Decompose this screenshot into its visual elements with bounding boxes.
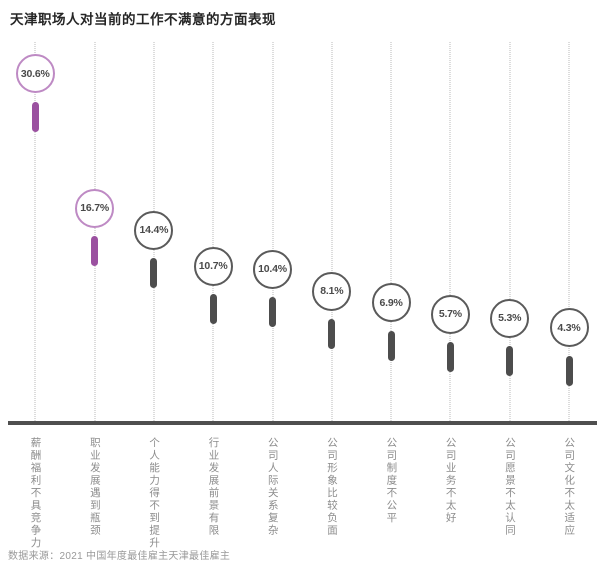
value-circle: 30.6% — [15, 54, 55, 94]
value-label: 4.3% — [557, 321, 581, 334]
value-circle: 5.3% — [490, 298, 530, 338]
category-label: 公司文化不太适应 — [563, 437, 576, 537]
chart-title: 天津职场人对当前的工作不满意的方面表现 — [10, 12, 276, 27]
value-bar — [387, 330, 395, 361]
value-label: 10.7% — [198, 260, 228, 273]
value-label: 16.7% — [80, 202, 109, 215]
value-bar — [506, 346, 514, 377]
value-label: 10.4% — [258, 263, 287, 276]
value-circle: 4.3% — [549, 308, 589, 348]
value-label: 5.3% — [498, 312, 522, 325]
value-bar — [150, 258, 158, 289]
dotted-gridline — [34, 42, 36, 423]
category-label: 职业发展遇到瓶颈 — [88, 437, 101, 537]
value-label: 6.9% — [379, 296, 403, 309]
category-label: 公司业务不太好 — [444, 437, 457, 525]
category-label: 公司人际关系复杂 — [266, 437, 279, 537]
source-note: 数据来源：2021 中国年度最佳雇主天津最佳雇主 — [8, 551, 231, 562]
value-circle: 5.7% — [430, 294, 470, 334]
category-label: 薪酬福利不具竞争力 — [29, 437, 42, 550]
dotted-gridline — [390, 42, 392, 423]
value-bar — [446, 342, 454, 373]
value-bar — [31, 101, 39, 132]
dotted-gridline — [568, 42, 570, 423]
value-bar — [328, 319, 336, 350]
value-label: 14.4% — [139, 224, 169, 237]
category-label: 个人能力得不到提升 — [148, 437, 161, 550]
value-circle: 10.7% — [193, 246, 233, 286]
category-label: 公司愿景不太认同 — [503, 437, 516, 537]
dotted-gridline — [509, 42, 511, 423]
value-bar — [209, 294, 217, 325]
value-circle: 8.1% — [312, 271, 352, 311]
dotted-gridline — [449, 42, 451, 423]
dotted-gridline — [272, 42, 273, 423]
category-label: 公司制度不公平 — [385, 437, 398, 525]
value-bar — [91, 236, 99, 267]
category-label: 行业发展前景有限 — [207, 437, 220, 537]
dotted-gridline — [331, 42, 333, 423]
category-label: 公司形象比较负面 — [326, 437, 339, 537]
dotted-gridline — [212, 42, 214, 423]
value-circle: 10.4% — [253, 249, 292, 289]
value-circle: 14.4% — [134, 210, 174, 250]
value-bar — [565, 355, 573, 386]
dotted-gridline — [94, 42, 96, 423]
value-circle: 16.7% — [75, 188, 115, 228]
value-label: 8.1% — [320, 285, 344, 298]
x-axis-line — [8, 421, 597, 425]
value-label: 5.7% — [438, 308, 462, 321]
value-bar — [269, 297, 276, 328]
value-circle: 6.9% — [371, 283, 411, 323]
value-label: 30.6% — [20, 67, 50, 80]
